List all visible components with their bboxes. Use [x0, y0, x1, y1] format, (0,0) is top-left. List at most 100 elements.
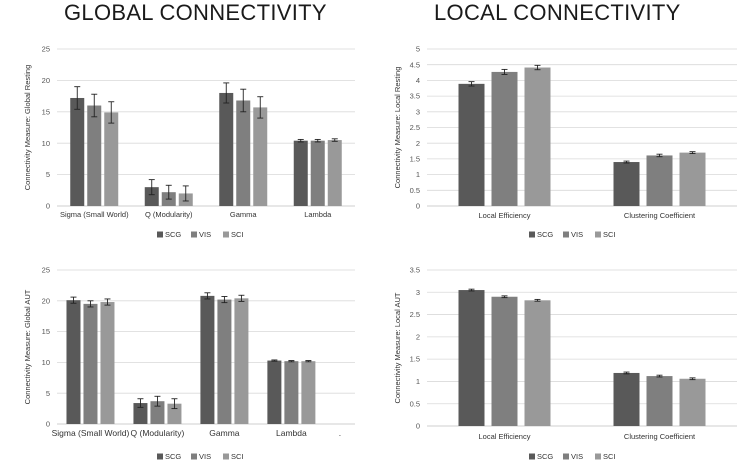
y-axis-label: Connectivity Measure: Local AUT	[393, 292, 402, 403]
y-tick-label: 10	[42, 358, 50, 367]
legend-label-sci: SCI	[603, 452, 616, 461]
y-tick-label: 0.5	[410, 186, 420, 195]
bar-vis-local-efficiency	[491, 71, 518, 206]
global-connectivity-heading: GLOBAL CONNECTIVITY	[64, 0, 327, 25]
bar-scg-gamma	[200, 295, 215, 424]
category-label: Lambda	[276, 428, 307, 438]
y-tick-label: 0	[46, 202, 50, 211]
y-tick-label: 2.5	[410, 310, 420, 319]
global-aut-chart: 0 5 10 15 20 25 Connectivity Measure: Global A…	[23, 266, 355, 461]
legend-swatch-scg	[157, 231, 163, 238]
bar-vis-clustering-coefficient	[646, 155, 673, 206]
bar-vis-clustering-coefficient	[646, 376, 673, 426]
bar-sci-local-efficiency	[524, 67, 551, 206]
bar-scg-local-efficiency	[458, 290, 485, 426]
bar-vis-local-efficiency	[491, 296, 518, 426]
legend-swatch-sci	[595, 231, 601, 238]
y-tick-label: 5	[416, 45, 420, 54]
category-label: Local Efficiency	[479, 211, 531, 220]
bar-sci-clustering-coefficient	[679, 378, 706, 426]
y-tick-label: 1.5	[410, 355, 420, 364]
category-label: Sigma (Small World)	[60, 210, 129, 219]
legend-label-scg: SCG	[537, 230, 553, 239]
y-tick-label: 0	[416, 202, 420, 211]
y-axis-label: Connectivity Measure: Global AUT	[23, 289, 32, 404]
bar-sci-sigma-small-world	[100, 302, 115, 424]
legend-label-sci: SCI	[603, 230, 616, 239]
legend-swatch-vis	[191, 231, 197, 238]
bar-sci-gamma	[253, 107, 268, 206]
bar-scg-sigma-small-world	[66, 300, 81, 424]
y-tick-label: 0	[46, 420, 50, 429]
bar-vis-q-modularity	[150, 401, 165, 424]
local-resting-chart: 0 0.5 1 1.5 2 2.5 3 3.5 4 4.5 5 Connectivity Measur…	[393, 45, 737, 239]
legend-swatch-sci	[223, 231, 229, 238]
bar-vis-gamma	[236, 100, 251, 206]
category-label: Q (Modularity)	[145, 210, 193, 219]
category-label: Sigma (Small World)	[52, 428, 130, 438]
legend-swatch-scg	[157, 453, 163, 460]
bar-sci-q-modularity	[167, 403, 182, 424]
y-tick-label: 20	[42, 76, 50, 85]
bar-scg-q-modularity	[133, 403, 148, 424]
y-tick-label: 15	[42, 107, 50, 116]
legend-label-scg: SCG	[537, 452, 553, 461]
local-aut-chart: 0 0.5 1 1.5 2 2.5 3 3.5 Connectivity Measure: Lo…	[393, 266, 737, 461]
bar-scg-q-modularity	[144, 187, 159, 206]
y-tick-label: 0.5	[410, 399, 420, 408]
bar-vis-sigma-small-world	[83, 303, 98, 424]
bar-scg-local-efficiency	[458, 83, 485, 206]
category-label: Local Efficiency	[479, 432, 531, 441]
legend-swatch-sci	[223, 453, 229, 460]
y-tick-label: 3	[416, 288, 420, 297]
bar-sci-lambda	[327, 140, 342, 206]
legend-label-sci: SCI	[231, 230, 244, 239]
y-tick-label: 10	[42, 139, 50, 148]
bar-scg-gamma	[219, 92, 234, 206]
bar-sci-clustering-coefficient	[679, 152, 706, 206]
y-tick-label: 1	[416, 377, 420, 386]
legend-label-vis: VIS	[199, 230, 211, 239]
bar-scg-clustering-coefficient	[613, 162, 640, 206]
legend-label-sci: SCI	[231, 452, 244, 461]
y-tick-label: 5	[46, 389, 50, 398]
bar-scg-lambda	[293, 140, 308, 206]
y-tick-label: 2.5	[410, 123, 420, 132]
legend-label-vis: VIS	[199, 452, 211, 461]
category-label: .	[339, 428, 341, 438]
y-tick-label: 2	[416, 139, 420, 148]
bar-vis-sigma-small-world	[87, 105, 102, 206]
y-tick-label: 2	[416, 332, 420, 341]
legend-label-vis: VIS	[571, 230, 583, 239]
y-tick-label: 25	[42, 266, 50, 275]
y-tick-label: 15	[42, 327, 50, 336]
legend-swatch-vis	[563, 453, 569, 460]
category-label: Q (Modularity)	[131, 428, 185, 438]
y-tick-label: 4.5	[410, 60, 420, 69]
bar-vis-gamma	[217, 299, 232, 424]
bar-scg-clustering-coefficient	[613, 372, 640, 426]
y-tick-label: 1.5	[410, 155, 420, 164]
bar-vis-lambda	[284, 361, 299, 424]
legend-swatch-vis	[563, 231, 569, 238]
legend-swatch-scg	[529, 453, 535, 460]
bar-sci-gamma	[234, 298, 249, 424]
y-tick-label: 20	[42, 296, 50, 305]
bar-sci-local-efficiency	[524, 300, 551, 426]
bar-vis-lambda	[310, 140, 325, 206]
category-label: Clustering Coefficient	[624, 211, 696, 220]
legend-label-vis: VIS	[571, 452, 583, 461]
local-connectivity-heading: LOCAL CONNECTIVITY	[434, 0, 681, 25]
bar-scg-sigma-small-world	[70, 97, 85, 206]
legend-label-scg: SCG	[165, 230, 181, 239]
y-tick-label: 1	[416, 170, 420, 179]
y-tick-label: 3.5	[410, 92, 420, 101]
category-label: Gamma	[209, 428, 240, 438]
bar-scg-lambda	[267, 360, 282, 424]
legend-swatch-vis	[191, 453, 197, 460]
y-tick-label: 3	[416, 107, 420, 116]
global-resting-chart: 0 5 10 15 20 25 Connectivity Measure: Global R…	[23, 45, 355, 239]
legend-swatch-scg	[529, 231, 535, 238]
y-tick-label: 5	[46, 170, 50, 179]
y-tick-label: 4	[416, 76, 420, 85]
